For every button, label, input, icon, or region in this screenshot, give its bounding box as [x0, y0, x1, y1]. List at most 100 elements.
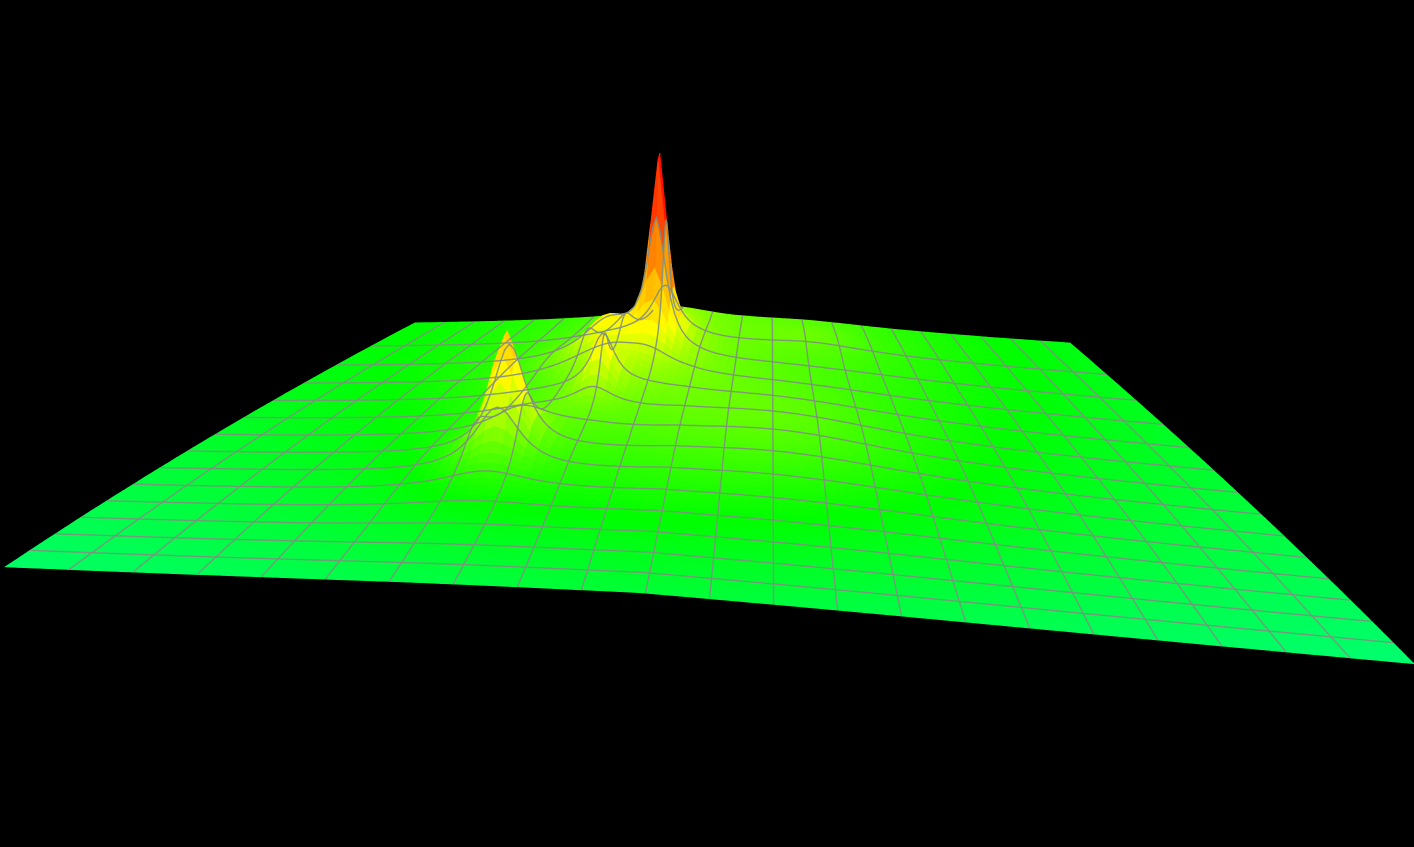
surface-facet	[646, 436, 659, 442]
surface-facet	[695, 437, 707, 443]
surface-facet	[687, 429, 699, 435]
surface-facet	[753, 316, 761, 323]
surface-facet	[759, 322, 767, 328]
surface-facet	[627, 470, 640, 476]
surface-facet	[638, 432, 651, 438]
surface-facet	[747, 315, 755, 323]
surface-facet	[664, 408, 676, 414]
surface-facet	[771, 317, 779, 324]
surface-facet	[759, 326, 767, 332]
surface-facet	[724, 438, 736, 444]
surface-facet	[666, 436, 678, 442]
surface-facet	[656, 436, 669, 442]
surface-facet	[784, 323, 792, 329]
surface-facet	[753, 321, 761, 328]
surface-facet	[662, 453, 674, 460]
surface-facet	[661, 458, 674, 464]
surface-facet	[765, 330, 773, 336]
surface-facet	[784, 331, 793, 337]
surface-facet	[772, 330, 780, 336]
surface-facet	[708, 414, 720, 419]
surface-facet	[635, 479, 648, 485]
surface-facet	[771, 322, 779, 328]
surface-facet	[646, 475, 660, 481]
surface-facet	[765, 317, 773, 324]
surface-facet	[681, 458, 694, 465]
surface-facet	[625, 474, 639, 481]
surface-facet	[784, 327, 792, 332]
surface-facet	[701, 459, 714, 466]
surface-facet	[658, 471, 671, 477]
surface-facet	[655, 408, 667, 414]
surface-facet	[790, 327, 799, 333]
surface-facet	[690, 413, 702, 419]
surface-facet	[658, 428, 671, 434]
surface-facet	[724, 434, 736, 440]
surface-facet	[765, 322, 773, 328]
surface-facet	[673, 408, 685, 414]
surface-facet	[791, 331, 799, 337]
surface-facet	[778, 330, 786, 336]
surface-facet	[718, 410, 729, 416]
surface-facet	[712, 455, 724, 462]
surface-facet	[693, 450, 705, 456]
surface-facet	[752, 326, 761, 332]
surface-facet	[752, 330, 760, 336]
surface-facet	[745, 329, 754, 336]
surface-facet	[657, 432, 670, 438]
surface-facet	[703, 450, 715, 457]
surface-facet	[645, 411, 657, 418]
surface-facet	[696, 433, 707, 439]
surface-facet	[771, 326, 780, 332]
surface-facet	[726, 418, 737, 424]
surface-facet	[654, 412, 666, 418]
surface-facet	[746, 325, 754, 331]
surface-facet	[663, 412, 675, 418]
surface-facet	[653, 449, 666, 455]
surface-facet	[686, 433, 698, 439]
surface-facet	[691, 409, 702, 415]
surface-facet	[643, 416, 656, 422]
surface-facet	[624, 479, 638, 485]
surface-facet	[758, 330, 767, 336]
surface-facet	[683, 450, 695, 456]
surface-facet	[671, 458, 684, 464]
surface-facet	[759, 316, 767, 324]
surface-facet	[673, 449, 685, 456]
surface-facet	[630, 457, 643, 463]
surface-facet	[713, 451, 725, 457]
surface-facet	[663, 449, 675, 455]
surface-facet	[709, 410, 720, 416]
surface-facet	[667, 396, 679, 402]
surface-facet	[648, 470, 661, 477]
surface-facet	[637, 470, 650, 476]
surface-facet	[639, 428, 652, 434]
surface-facet	[706, 429, 717, 435]
surface-facet	[778, 327, 786, 332]
surface-facet	[636, 475, 649, 481]
surface-facet	[667, 432, 679, 438]
surface-facet	[734, 434, 745, 440]
surface-facet	[651, 458, 664, 464]
surface-facet	[692, 454, 704, 461]
surface-facet	[717, 414, 729, 420]
surface-facet	[778, 323, 786, 328]
surface-facet	[702, 455, 714, 461]
surface-facet	[672, 412, 684, 418]
surface-facet	[790, 323, 798, 329]
surface-facet	[727, 414, 738, 420]
surface-facet	[633, 449, 646, 455]
surface-facet	[637, 436, 649, 442]
surface-facet	[705, 433, 717, 439]
surface-facet	[662, 416, 674, 422]
surface-facet	[725, 430, 736, 436]
surface-facet	[715, 433, 726, 440]
surface-facet	[648, 432, 660, 438]
surface-facet	[777, 317, 785, 325]
surface-facet	[642, 453, 655, 459]
surface-facet	[696, 429, 708, 435]
surface-facet	[704, 437, 716, 444]
surface-facet	[699, 413, 711, 419]
